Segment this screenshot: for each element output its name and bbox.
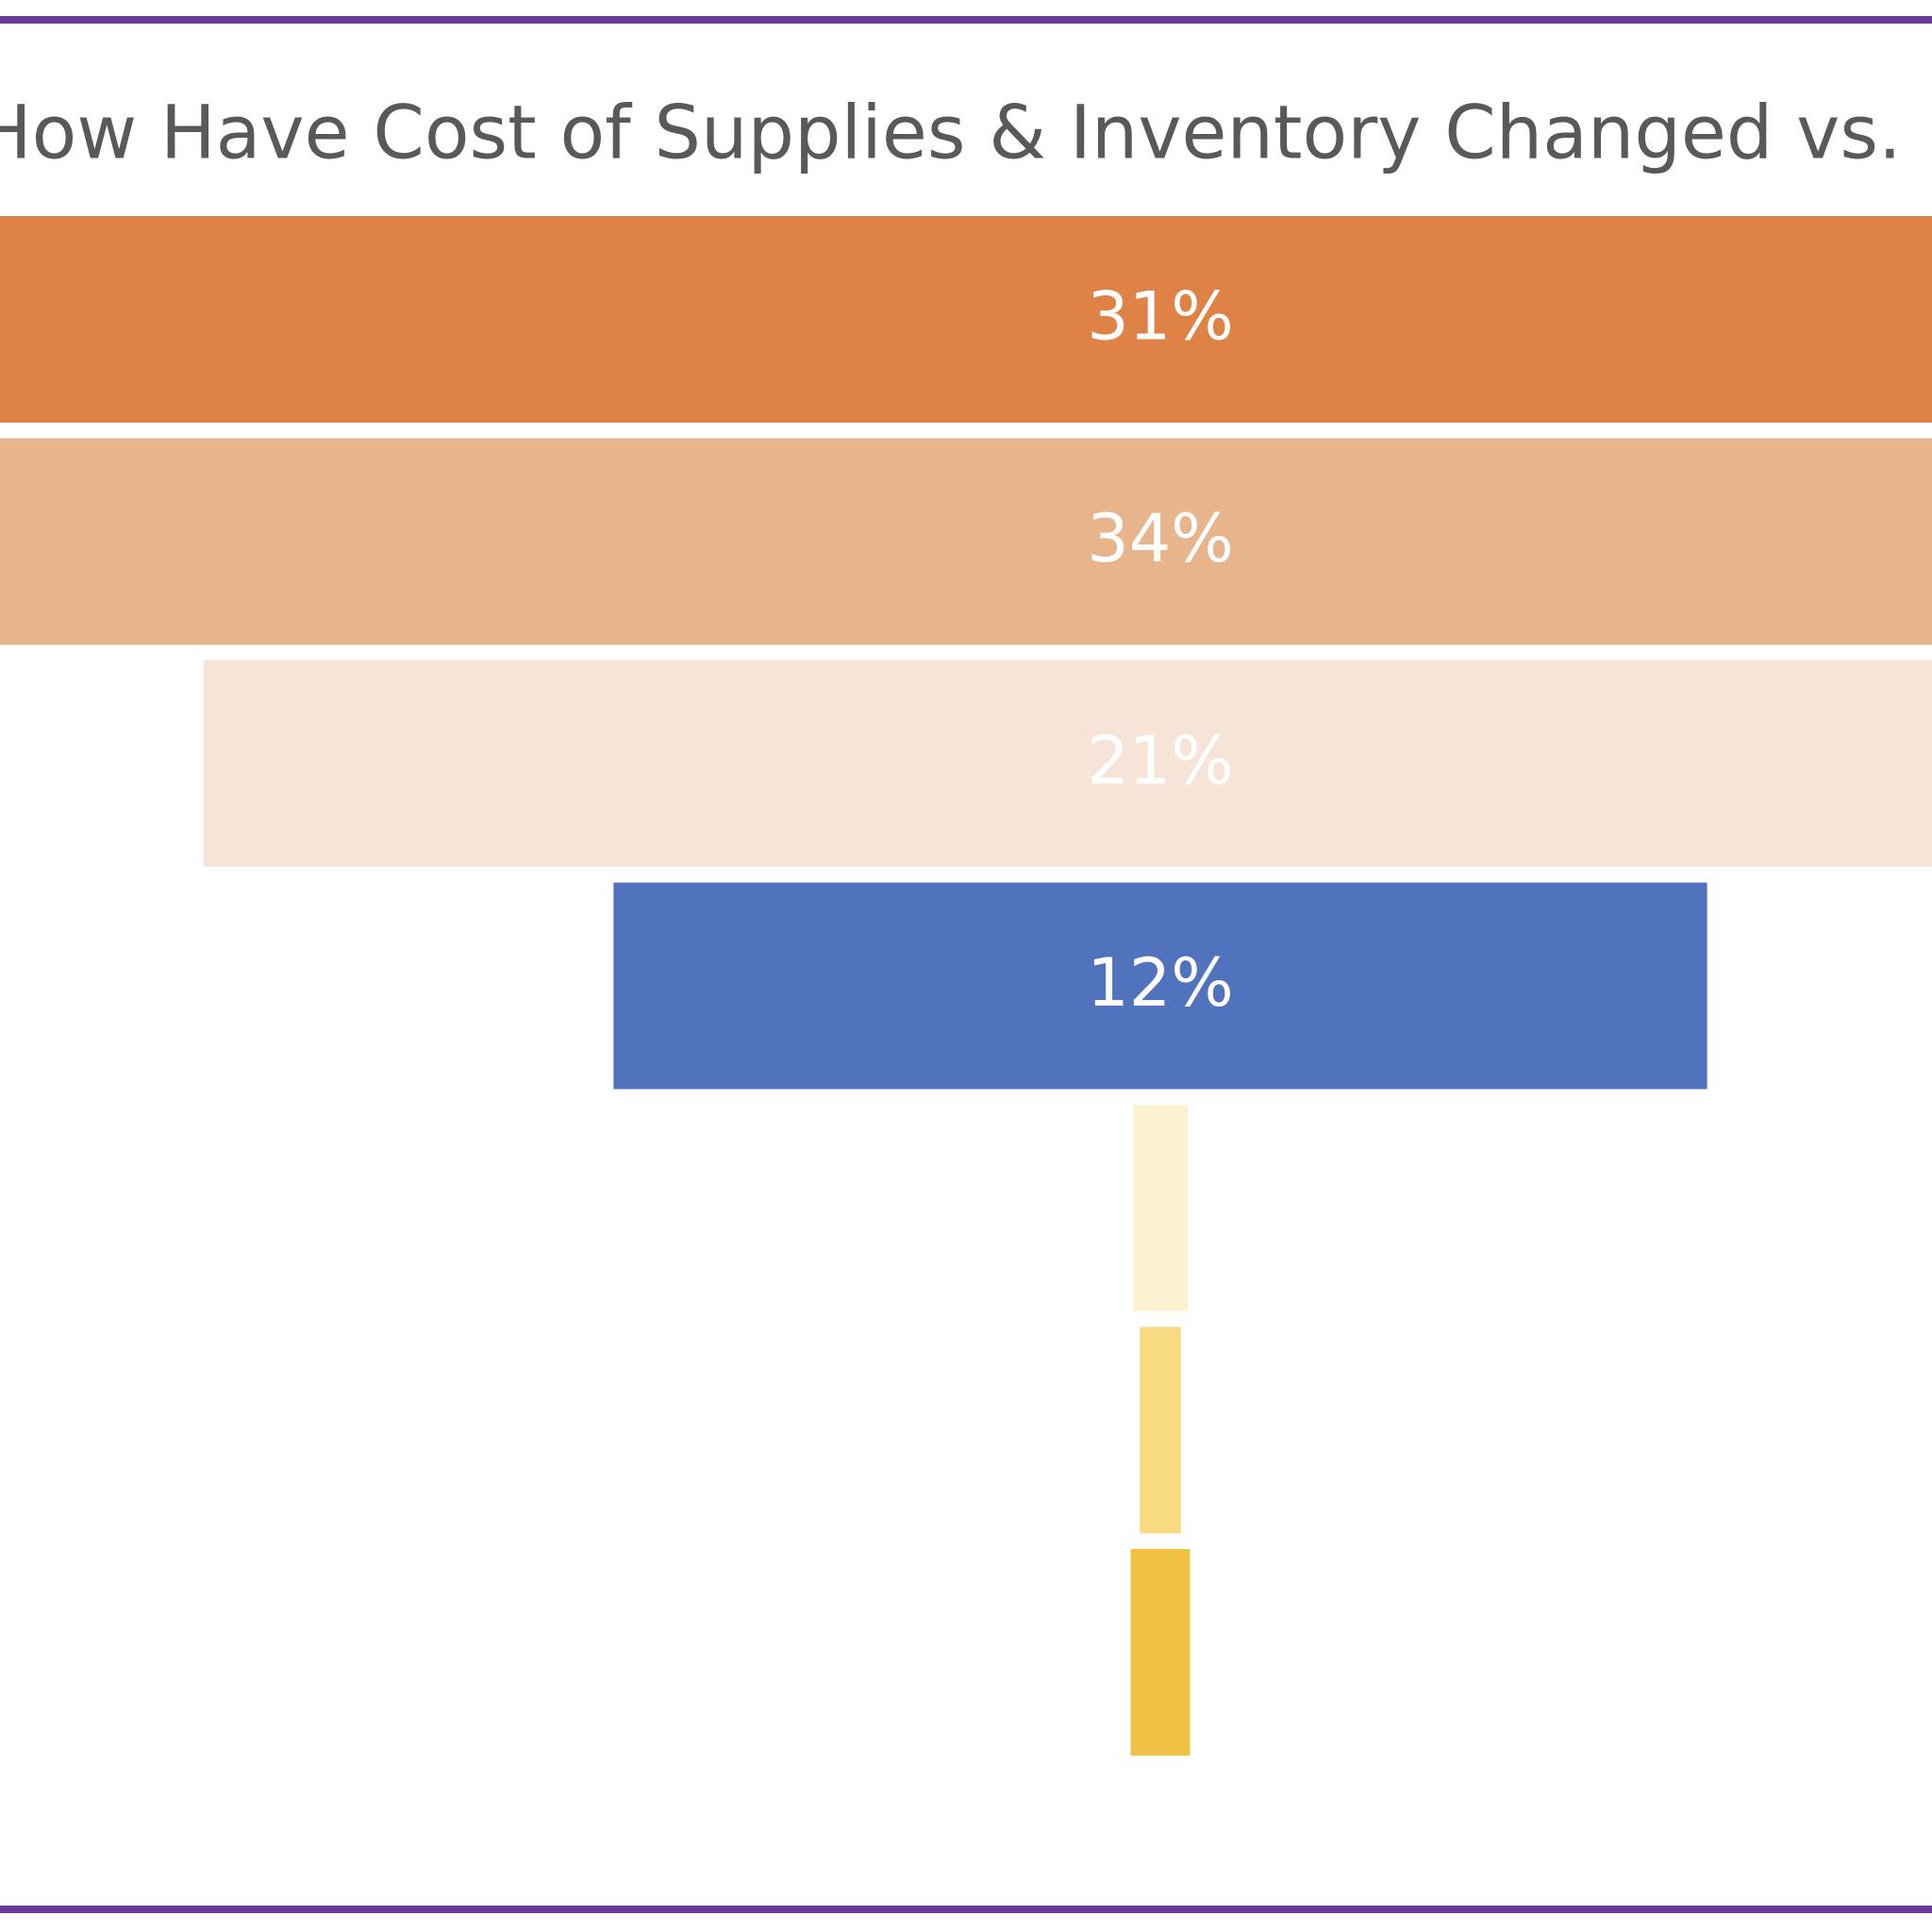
top-border: [0, 16, 1932, 24]
funnel-bar: [0, 216, 1932, 423]
data-label: 12%: [1087, 944, 1234, 1022]
funnel-bar: [1130, 1549, 1191, 1756]
funnel-bar: [0, 438, 1932, 645]
data-label: 34%: [1087, 500, 1234, 577]
funnel-bar: [1133, 1105, 1188, 1311]
bottom-border: [0, 1906, 1932, 1913]
funnel-bar: [203, 660, 1932, 867]
funnel-bar: [1140, 1326, 1181, 1534]
funnel-bar: [613, 882, 1707, 1090]
data-label: 31%: [1087, 278, 1234, 356]
chart-title: How Have Cost of Supplies & Inventory Ch…: [0, 91, 1932, 175]
data-label: 21%: [1087, 723, 1234, 800]
